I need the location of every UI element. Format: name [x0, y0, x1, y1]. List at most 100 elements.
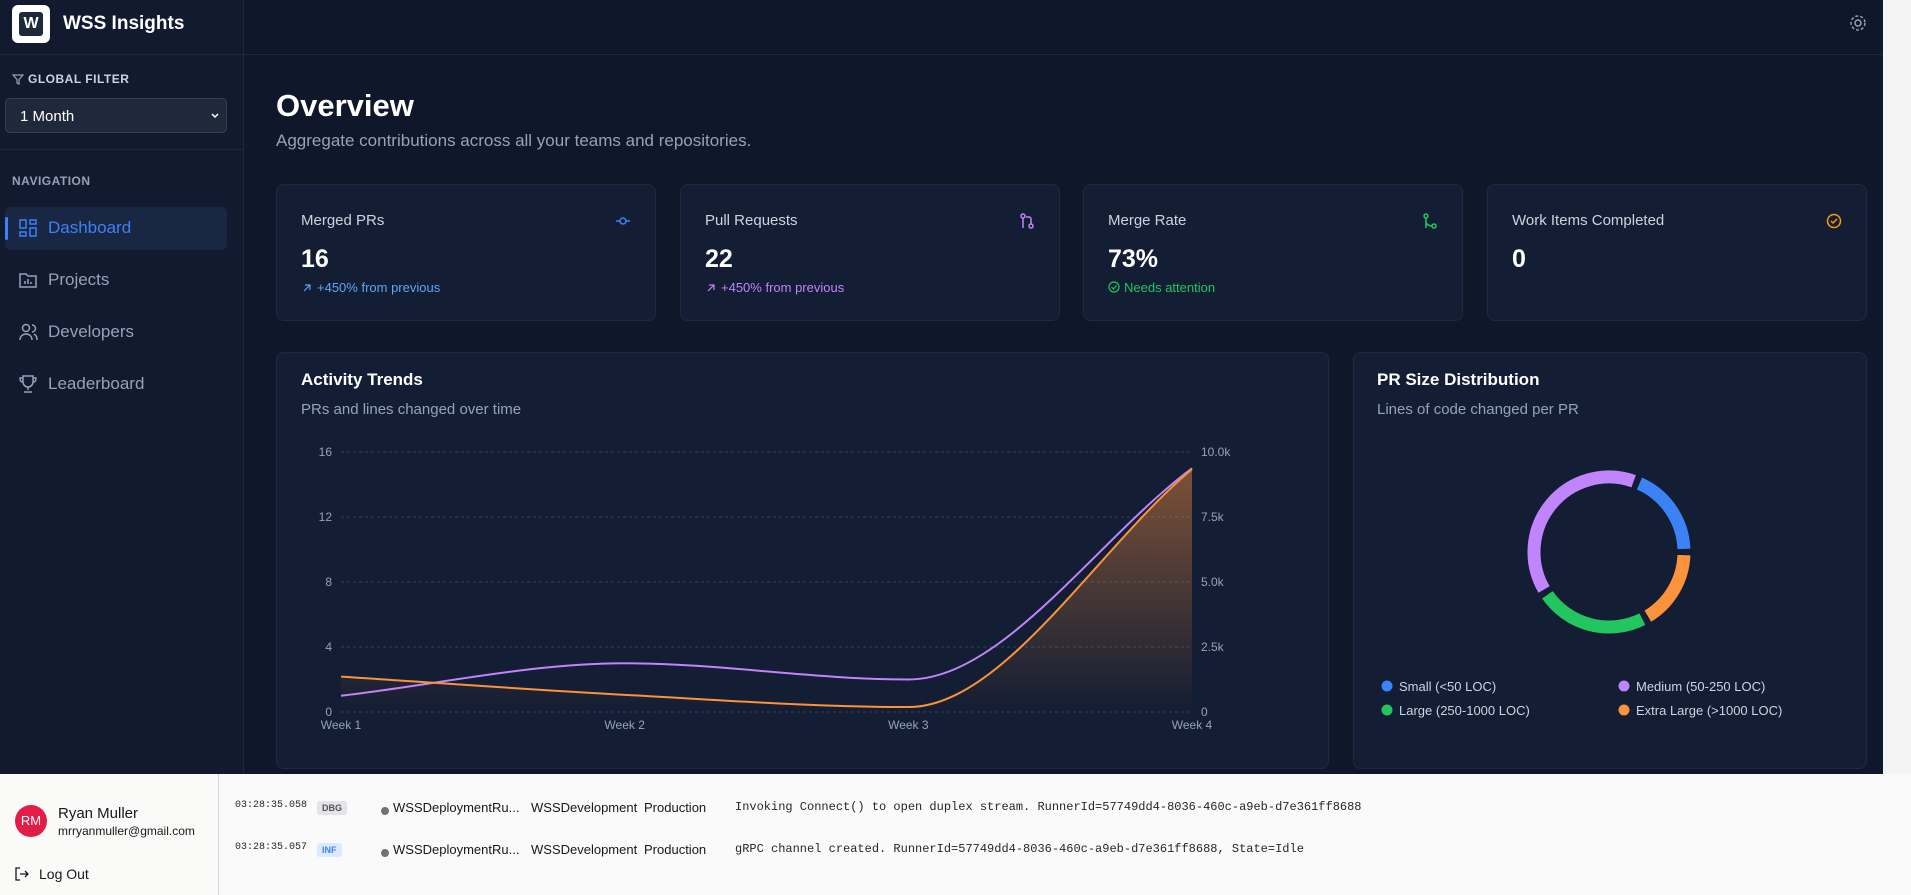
- card-value: 22: [705, 245, 733, 273]
- logout-button[interactable]: Log Out: [39, 866, 89, 882]
- chevron: [211, 113, 219, 119]
- legend-swatch: [1381, 704, 1393, 716]
- user-name: Ryan Muller: [58, 805, 139, 822]
- legend-label: Large (250-1000 LOC): [1399, 703, 1530, 718]
- status-dot: [381, 807, 389, 815]
- avatar: RM: [15, 805, 47, 837]
- chart-card: [1353, 352, 1867, 769]
- card-note: Needs attention: [1124, 280, 1216, 295]
- legend-swatch: [1618, 680, 1630, 692]
- nav-item[interactable]: Leaderboard: [5, 363, 227, 406]
- log-time: 03:28:35.057: [235, 842, 308, 853]
- donut-slice: [1643, 553, 1692, 624]
- filter-label: GLOBAL FILTER: [28, 72, 130, 86]
- x-tick-label: Week 3: [888, 718, 929, 732]
- y-tick-label: 8: [325, 575, 332, 589]
- card-title: Merged PRs: [301, 212, 385, 229]
- card-title: Merge Rate: [1108, 212, 1187, 229]
- nav-text: Projects: [48, 270, 110, 289]
- logo: W: [12, 5, 50, 43]
- chart-subtitle: Lines of code changed per PR: [1377, 401, 1579, 418]
- stat-card: Work Items Completed 0: [1487, 184, 1867, 321]
- filter-icon: [12, 74, 24, 85]
- status-icon: [1108, 281, 1120, 293]
- nav-label: NAVIGATION: [12, 174, 91, 188]
- header-border: [244, 54, 1883, 55]
- y-tick-label: 0: [325, 705, 332, 719]
- legend-swatch: [1618, 704, 1630, 716]
- y2-tick-label: 0: [1201, 705, 1208, 719]
- nav-item[interactable]: Dashboard: [5, 207, 227, 250]
- donut-slice: [1540, 589, 1647, 635]
- card-icon: [1423, 213, 1437, 229]
- nav-icon: [19, 323, 38, 341]
- donut-slice: [1635, 476, 1692, 551]
- card-value: 0: [1512, 245, 1526, 273]
- trend-icon: [303, 284, 311, 292]
- log-level: DBG: [317, 801, 347, 815]
- y-tick-label: 12: [319, 510, 333, 524]
- legend-label: Small (<50 LOC): [1399, 679, 1496, 694]
- card-icon: [1020, 213, 1034, 229]
- legend-label: Medium (50-250 LOC): [1636, 679, 1765, 694]
- log-project: WSSDevelopment: [531, 800, 638, 815]
- y-tick-label: 16: [319, 445, 333, 459]
- card-note: +450% from previous: [317, 280, 441, 295]
- nav-item[interactable]: Projects: [5, 259, 227, 302]
- y-tick-label: 4: [325, 640, 332, 654]
- app-name: WSS Insights: [63, 13, 185, 34]
- status-dot: [381, 849, 389, 857]
- y2-tick-label: 10.0k: [1201, 445, 1231, 459]
- x-tick-label: Week 2: [604, 718, 645, 732]
- line: [340, 468, 1193, 709]
- chart-subtitle: PRs and lines changed over time: [301, 401, 521, 418]
- y2-tick-label: 2.5k: [1201, 640, 1225, 654]
- divider: [0, 149, 243, 150]
- nav-text: Developers: [48, 322, 134, 341]
- x-tick-label: Week 4: [1172, 718, 1213, 732]
- log-level: INF: [317, 843, 342, 857]
- chart-title: PR Size Distribution: [1377, 370, 1539, 389]
- filter-select[interactable]: 1 Month: [5, 98, 227, 133]
- log-env: Production: [644, 842, 707, 857]
- log-project: WSSDevelopment: [531, 842, 638, 857]
- user-email: mrryanmuller@gmail.com: [58, 824, 195, 838]
- trend-icon: [707, 284, 715, 292]
- nav-text: Dashboard: [48, 218, 132, 237]
- nav-text: Leaderboard: [48, 374, 145, 393]
- nav-item[interactable]: Developers: [5, 311, 227, 354]
- stat-card: Pull Requests 22 +450% from previous: [680, 184, 1060, 321]
- divider: [0, 54, 243, 55]
- log-table: 03:28:35.058 DBG WSSDeploymentRu... WSSDeve…: [219, 774, 1911, 895]
- nav-icon: [19, 219, 37, 237]
- x-tick-label: Week 1: [321, 718, 362, 732]
- card-icon: [1826, 213, 1842, 229]
- y2-tick-label: 5.0k: [1201, 575, 1225, 589]
- card-title: Work Items Completed: [1512, 212, 1665, 229]
- legend-label: Extra Large (>1000 LOC): [1636, 703, 1782, 718]
- log-message: gRPC channel created. RunnerId=57749dd4-…: [735, 842, 1304, 856]
- log-source: WSSDeploymentRu...: [393, 842, 520, 857]
- settings-button[interactable]: [1849, 14, 1867, 32]
- logout-icon: [15, 867, 29, 881]
- stat-card: Merged PRs 16 +450% from previous: [276, 184, 656, 321]
- card-note: +450% from previous: [721, 280, 845, 295]
- card-icon: [616, 217, 630, 225]
- sidebar: W WSS Insights GLOBAL FILTER 1 Month NAV…: [0, 0, 244, 774]
- log-source: WSSDeploymentRu...: [393, 800, 520, 815]
- charts: Activity Trends PRs and lines changed ove…: [301, 370, 1782, 732]
- log-env: Production: [644, 800, 707, 815]
- card-title: Pull Requests: [705, 212, 798, 229]
- page-title: Overview: [276, 88, 414, 123]
- page-subtitle: Aggregate contributions across all your …: [276, 131, 752, 150]
- card-value: 16: [301, 245, 329, 273]
- user-panel: RM Ryan Muller mrryanmuller@gmail.com Lo…: [0, 774, 219, 895]
- legend-swatch: [1381, 680, 1393, 692]
- logo-letter: W: [19, 12, 43, 36]
- stat-card: Merge Rate 73% Needs attention: [1083, 184, 1463, 321]
- app-window: W WSS Insights GLOBAL FILTER 1 Month NAV…: [0, 0, 1883, 774]
- area: [341, 469, 1192, 712]
- line: [340, 467, 1193, 697]
- log-message: Invoking Connect() to open duplex stream…: [735, 800, 1362, 814]
